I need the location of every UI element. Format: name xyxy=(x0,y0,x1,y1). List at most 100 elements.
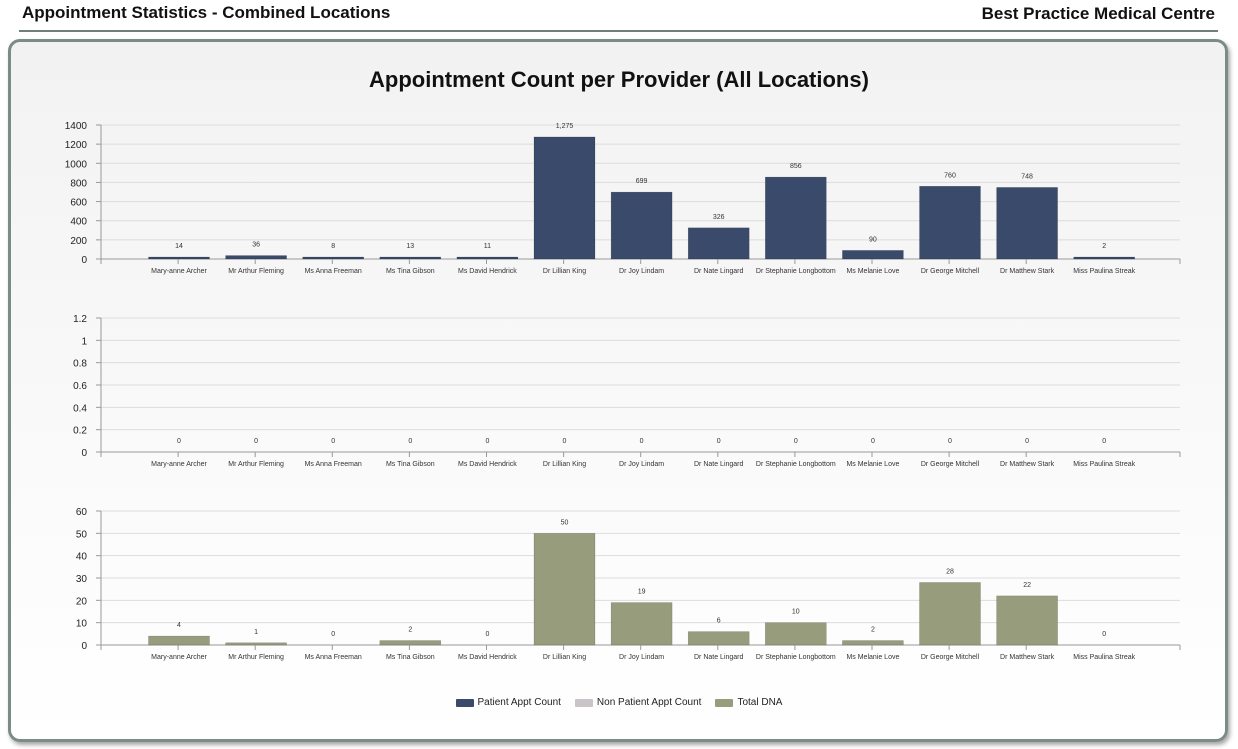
legend-item-non-patient: Non Patient Appt Count xyxy=(574,697,701,708)
bar-value-label: 22 xyxy=(1023,582,1031,589)
bar-value-label: 856 xyxy=(790,163,802,170)
bar-value-label: 0 xyxy=(717,438,721,445)
y-tick-label: 200 xyxy=(70,236,87,247)
y-tick-label: 600 xyxy=(70,198,87,209)
x-tick-label: Dr Matthew Stark xyxy=(1000,268,1055,275)
x-tick-label: Ms Tina Gibson xyxy=(386,268,435,275)
bar-value-label: 2 xyxy=(1102,243,1106,250)
bar-value-label: 50 xyxy=(561,519,569,526)
x-tick-label: Ms David Hendrick xyxy=(458,268,517,275)
x-tick-label: Dr George Mitchell xyxy=(921,654,980,661)
legend-swatch-non-patient xyxy=(574,698,593,707)
x-tick-label: Ms Melanie Love xyxy=(846,654,899,661)
x-tick-label: Dr Lillian King xyxy=(543,268,586,275)
bar-value-label: 0 xyxy=(1025,438,1029,445)
y-tick-label: 60 xyxy=(76,507,88,518)
y-tick-label: 0 xyxy=(81,641,87,652)
bar-value-label: 0 xyxy=(794,438,798,445)
bar-value-label: 90 xyxy=(869,236,877,243)
x-tick-label: Miss Paulina Streak xyxy=(1073,654,1135,661)
y-tick-label: 0.4 xyxy=(73,403,87,414)
chart-legend: Patient Appt Count Non Patient Appt Coun… xyxy=(0,697,1238,708)
bar-patient xyxy=(765,176,827,260)
report-title: Appointment Statistics - Combined Locati… xyxy=(22,3,391,22)
x-tick-label: Dr Matthew Stark xyxy=(1000,461,1055,468)
bar-value-label: 0 xyxy=(485,631,489,638)
bar-patient xyxy=(842,250,904,260)
y-tick-label: 0.2 xyxy=(73,426,87,437)
bar-value-label: 0 xyxy=(640,438,644,445)
x-tick-label: Mr Arthur Fleming xyxy=(228,654,284,661)
bar-value-label: 0 xyxy=(1102,631,1106,638)
bar-dna xyxy=(996,595,1058,646)
x-tick-label: Ms Melanie Love xyxy=(846,268,899,275)
x-tick-label: Mary-anne Archer xyxy=(151,461,207,468)
legend-item-dna: Total DNA xyxy=(715,697,782,708)
y-tick-label: 50 xyxy=(76,529,88,540)
y-tick-label: 20 xyxy=(76,596,88,607)
bar-patient xyxy=(148,256,210,260)
report-header: Appointment Statistics - Combined Locati… xyxy=(0,0,1238,32)
y-tick-label: 40 xyxy=(76,552,88,563)
x-tick-label: Ms David Hendrick xyxy=(458,654,517,661)
x-tick-label: Ms Anna Freeman xyxy=(305,461,362,468)
bar-value-label: 0 xyxy=(1102,438,1106,445)
legend-label-dna: Total DNA xyxy=(737,697,783,708)
x-tick-label: Miss Paulina Streak xyxy=(1073,461,1135,468)
x-tick-label: Dr Nate Lingard xyxy=(694,268,744,275)
x-tick-label: Dr Stephanie Longbottom xyxy=(756,268,836,275)
bar-value-label: 748 xyxy=(1021,173,1033,180)
bar-value-label: 0 xyxy=(485,438,489,445)
legend-item-patient: Patient Appt Count xyxy=(455,697,561,708)
bar-patient xyxy=(379,256,442,260)
y-tick-label: 1.2 xyxy=(73,314,87,325)
x-tick-label: Dr Joy Lindam xyxy=(619,268,664,275)
bar-value-label: 36 xyxy=(252,242,260,249)
bar-value-label: 8 xyxy=(331,243,335,250)
bar-value-label: 2 xyxy=(871,627,875,634)
bar-dna xyxy=(919,582,981,646)
bar-value-label: 1,275 xyxy=(556,123,574,130)
bar-value-label: 4 xyxy=(177,622,181,629)
y-tick-label: 1200 xyxy=(65,140,88,151)
x-tick-label: Ms David Hendrick xyxy=(458,461,517,468)
x-tick-label: Ms Tina Gibson xyxy=(386,654,435,661)
bar-value-label: 28 xyxy=(946,568,954,575)
bar-dna xyxy=(148,635,210,646)
x-tick-label: Dr George Mitchell xyxy=(921,268,980,275)
x-tick-label: Dr Nate Lingard xyxy=(694,461,744,468)
x-tick-label: Ms Tina Gibson xyxy=(386,461,435,468)
bar-value-label: 326 xyxy=(713,214,725,221)
bar-dna xyxy=(379,640,442,646)
legend-label-patient: Patient Appt Count xyxy=(477,697,561,708)
y-tick-label: 1400 xyxy=(65,121,88,132)
y-tick-label: 800 xyxy=(70,178,87,189)
bar-value-label: 10 xyxy=(792,609,800,616)
bar-patient xyxy=(302,256,364,260)
bar-value-label: 0 xyxy=(177,438,181,445)
bar-dna xyxy=(687,631,750,646)
y-tick-label: 400 xyxy=(70,217,87,228)
legend-swatch-patient xyxy=(455,698,474,707)
bar-patient xyxy=(225,255,287,260)
bar-value-label: 19 xyxy=(638,589,646,596)
x-tick-label: Ms Anna Freeman xyxy=(305,654,362,661)
chart-title: Appointment Count per Provider (All Loca… xyxy=(369,67,869,92)
header-divider xyxy=(19,30,1218,32)
bar-patient xyxy=(610,191,673,260)
bar-dna xyxy=(842,640,904,646)
legend-swatch-dna xyxy=(715,698,734,707)
bar-value-label: 2 xyxy=(408,627,412,634)
x-tick-label: Dr Lillian King xyxy=(543,461,586,468)
x-tick-label: Dr Nate Lingard xyxy=(694,654,744,661)
x-tick-label: Mary-anne Archer xyxy=(151,654,207,661)
x-tick-label: Miss Paulina Streak xyxy=(1073,268,1135,275)
y-tick-label: 1000 xyxy=(65,159,88,170)
y-tick-label: 30 xyxy=(76,574,88,585)
x-tick-label: Dr Joy Lindam xyxy=(619,654,664,661)
y-tick-label: 0 xyxy=(81,448,87,459)
practice-name: Best Practice Medical Centre xyxy=(981,4,1215,23)
y-tick-label: 10 xyxy=(76,619,88,630)
bar-dna xyxy=(610,602,673,646)
